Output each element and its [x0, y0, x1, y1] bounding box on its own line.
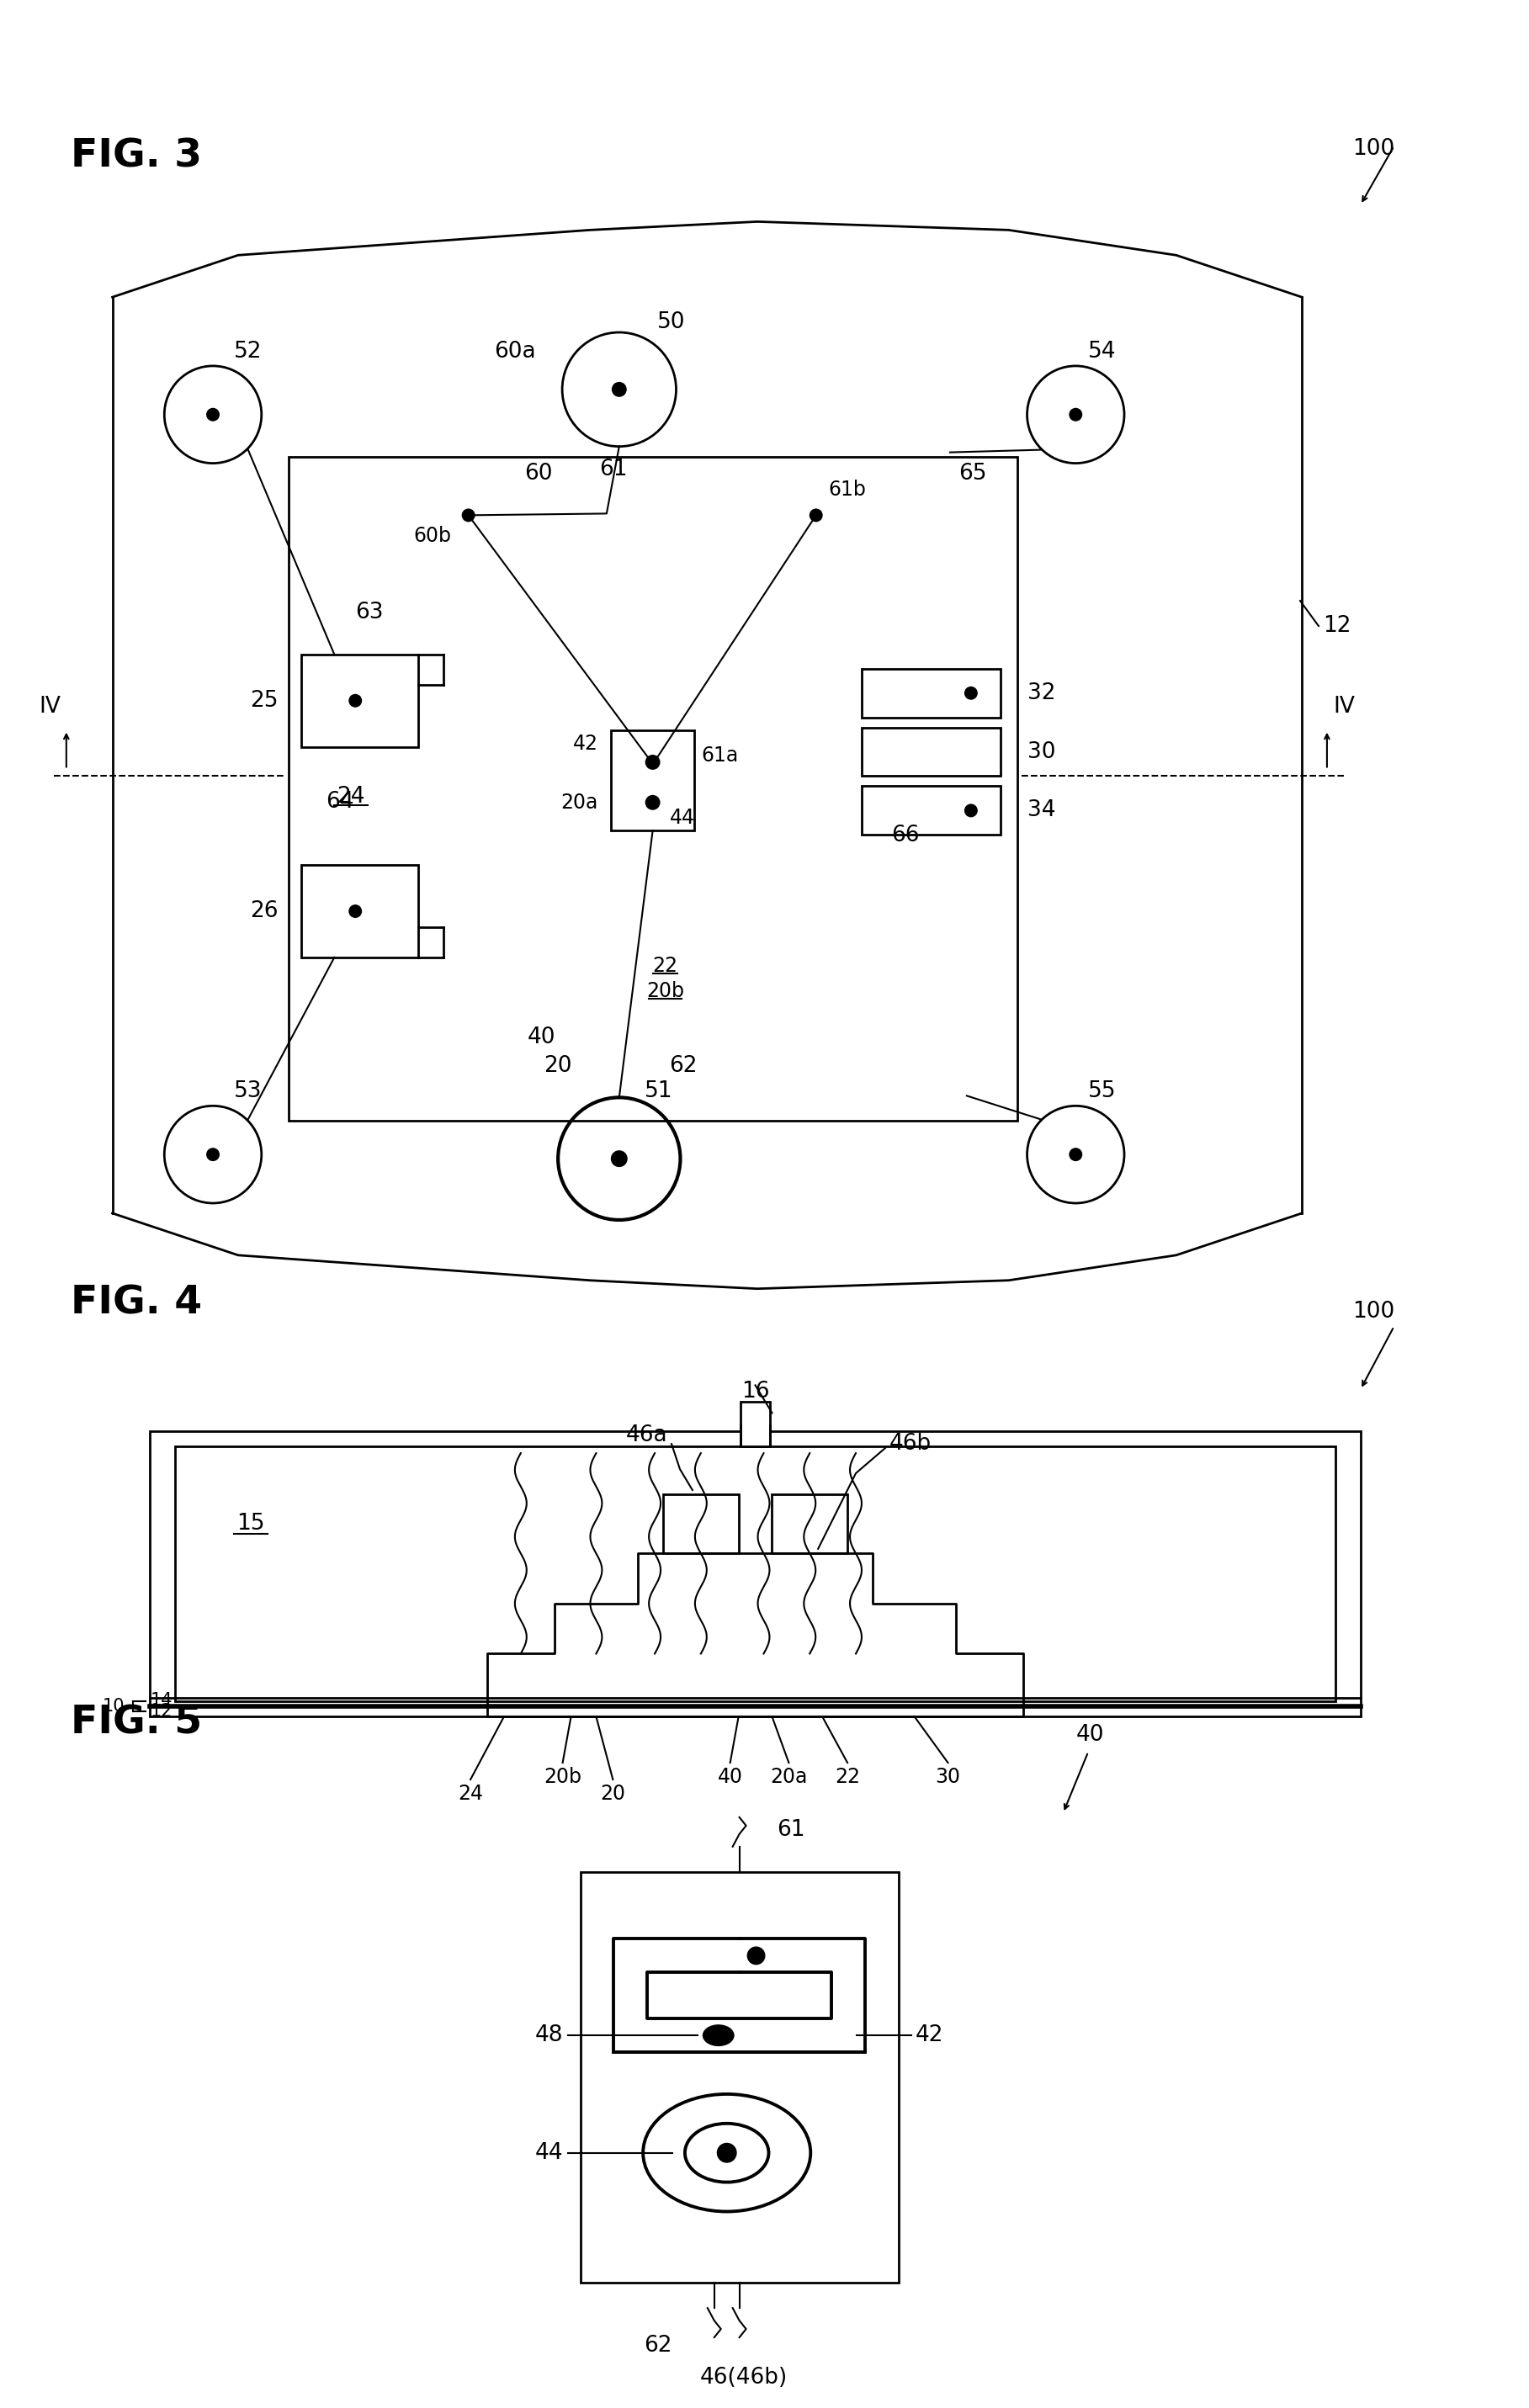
Text: 44: 44 — [670, 807, 694, 828]
Bar — [862, 727, 1000, 775]
Circle shape — [1069, 407, 1083, 421]
Text: 54: 54 — [1089, 340, 1116, 364]
Circle shape — [462, 508, 476, 523]
Text: 61: 61 — [599, 458, 627, 479]
Text: FIG. 5: FIG. 5 — [70, 1705, 202, 1741]
Text: 61b: 61b — [829, 479, 867, 501]
Circle shape — [206, 407, 220, 421]
Text: 15: 15 — [237, 1512, 265, 1534]
Text: 52: 52 — [234, 340, 261, 364]
Circle shape — [349, 694, 362, 708]
Text: 46a: 46a — [625, 1426, 667, 1447]
Bar — [862, 787, 1000, 836]
Circle shape — [645, 754, 661, 771]
Text: 26: 26 — [251, 901, 278, 922]
Text: 40: 40 — [717, 1767, 743, 1787]
Text: 42: 42 — [573, 734, 598, 754]
Text: 40: 40 — [528, 1026, 555, 1047]
Bar — [740, 1401, 771, 1447]
Bar — [610, 730, 694, 831]
Text: 12: 12 — [1323, 614, 1352, 638]
Bar — [289, 458, 1017, 1122]
Text: IV: IV — [1333, 696, 1355, 718]
Circle shape — [965, 804, 977, 816]
Bar — [176, 1447, 1335, 1702]
Text: 20: 20 — [601, 1784, 625, 1804]
Text: 20a: 20a — [771, 1767, 807, 1787]
Circle shape — [809, 508, 823, 523]
Text: 30: 30 — [1027, 742, 1055, 763]
Text: 60b: 60b — [414, 525, 451, 547]
Text: 62: 62 — [644, 2336, 673, 2357]
Text: 48: 48 — [535, 2025, 564, 2047]
Bar — [772, 1495, 847, 1553]
Text: 53: 53 — [234, 1081, 261, 1103]
Text: 12: 12 — [150, 1702, 173, 1719]
Text: 32: 32 — [1027, 681, 1055, 703]
Circle shape — [612, 383, 627, 397]
Text: 22: 22 — [653, 956, 677, 975]
Bar — [301, 864, 417, 958]
Text: 42: 42 — [916, 2025, 943, 2047]
Text: 34: 34 — [1027, 799, 1055, 821]
Text: 46b: 46b — [890, 1433, 931, 1454]
Circle shape — [206, 1149, 220, 1161]
Text: 22: 22 — [835, 1767, 859, 1787]
Circle shape — [349, 905, 362, 917]
Bar — [579, 1871, 899, 2283]
Text: 55: 55 — [1089, 1081, 1116, 1103]
Text: 46(46b): 46(46b) — [700, 2367, 787, 2389]
Text: 24: 24 — [457, 1784, 483, 1804]
Text: 30: 30 — [936, 1767, 960, 1787]
Text: 40: 40 — [1076, 1724, 1104, 1746]
Text: 61: 61 — [777, 1818, 806, 1840]
Text: 100: 100 — [1352, 1300, 1394, 1322]
Text: 51: 51 — [644, 1081, 673, 1103]
Circle shape — [1069, 1149, 1083, 1161]
Text: FIG. 4: FIG. 4 — [70, 1283, 202, 1322]
Text: 10: 10 — [102, 1698, 125, 1714]
Text: 20a: 20a — [561, 792, 598, 811]
Bar — [862, 669, 1000, 718]
Circle shape — [965, 686, 977, 701]
Text: 65: 65 — [959, 462, 986, 484]
Circle shape — [717, 2143, 737, 2162]
Text: 62: 62 — [670, 1055, 697, 1076]
Text: 64: 64 — [326, 792, 355, 814]
Text: 61a: 61a — [702, 746, 739, 766]
Text: 50: 50 — [657, 311, 685, 332]
Text: IV: IV — [38, 696, 61, 718]
Text: 100: 100 — [1352, 137, 1394, 159]
Text: 66: 66 — [891, 826, 919, 848]
Text: FIG. 3: FIG. 3 — [70, 137, 202, 176]
Bar — [664, 1495, 739, 1553]
Text: 20b: 20b — [647, 980, 683, 1002]
Circle shape — [610, 1151, 627, 1168]
Circle shape — [645, 795, 661, 809]
Bar — [150, 1430, 1361, 1717]
Text: 20: 20 — [544, 1055, 572, 1076]
Text: 24: 24 — [336, 785, 365, 809]
Bar — [301, 655, 417, 746]
Text: 44: 44 — [535, 2141, 564, 2165]
Ellipse shape — [702, 2025, 734, 2047]
Circle shape — [746, 1946, 766, 1965]
Text: 60: 60 — [524, 462, 552, 484]
Text: 25: 25 — [251, 689, 278, 713]
Text: 63: 63 — [355, 602, 384, 624]
Text: 20b: 20b — [544, 1767, 581, 1787]
Text: 60a: 60a — [494, 340, 535, 364]
Text: 14: 14 — [150, 1693, 173, 1710]
Text: 16: 16 — [742, 1382, 769, 1404]
